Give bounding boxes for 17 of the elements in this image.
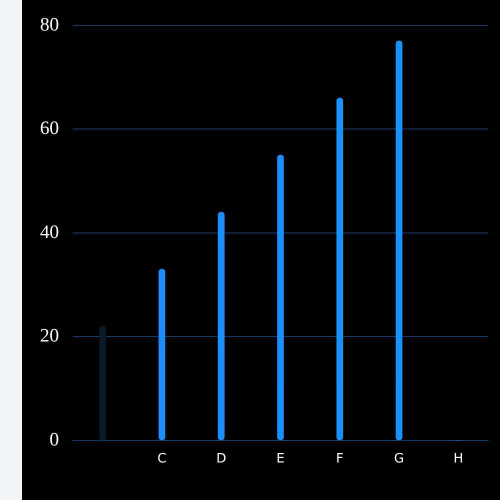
y-tick-label: 0 <box>50 429 59 450</box>
x-tick-label: C <box>157 452 166 467</box>
bar <box>277 154 284 440</box>
bar <box>99 326 106 440</box>
bar <box>336 98 344 440</box>
y-tick-label: 20 <box>40 326 59 347</box>
x-tick-label: F <box>336 452 344 467</box>
y-tick-label: 60 <box>40 118 59 140</box>
bar <box>158 268 166 440</box>
x-tick-label: D <box>216 452 226 467</box>
x-tick-label: E <box>276 452 285 467</box>
bar <box>218 212 225 440</box>
y-tick-label: 40 <box>40 222 59 243</box>
y-tick-label: 80 <box>40 14 59 36</box>
x-tick-label: G <box>394 452 404 467</box>
x-tick-label: H <box>453 452 464 467</box>
bar <box>396 40 402 440</box>
